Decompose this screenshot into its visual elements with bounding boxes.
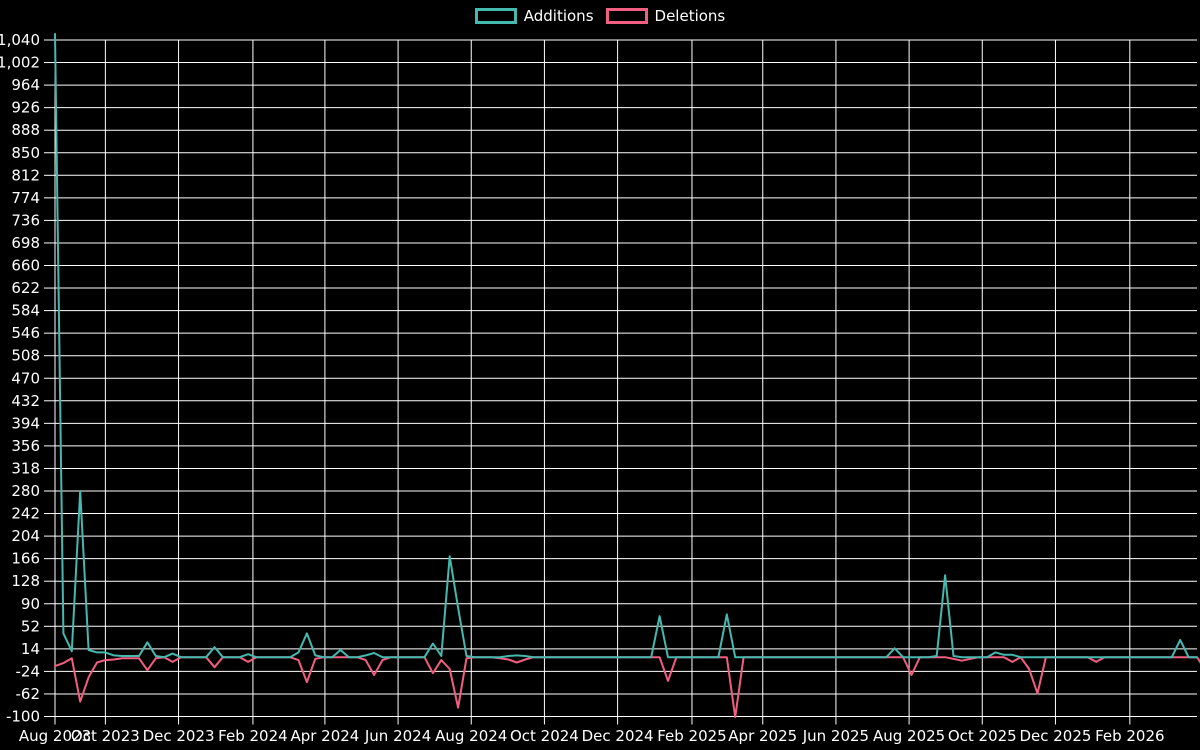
y-axis-label: 394 bbox=[11, 414, 40, 432]
y-axis-label: 584 bbox=[11, 302, 40, 320]
legend-label-deletions: Deletions bbox=[654, 7, 726, 25]
y-axis-label: 964 bbox=[11, 76, 40, 94]
x-axis-label: Dec 2024 bbox=[582, 727, 654, 745]
y-axis-label: -24 bbox=[16, 662, 41, 680]
y-axis-label: 432 bbox=[11, 392, 40, 410]
x-axis-label: Feb 2025 bbox=[657, 727, 727, 745]
axis-tick-marks bbox=[44, 39, 1131, 725]
y-axis-label: 470 bbox=[11, 369, 40, 387]
additions-swatch-icon bbox=[474, 8, 517, 24]
y-axis-label: 166 bbox=[11, 550, 40, 568]
x-axis-label: Aug 2024 bbox=[435, 727, 507, 745]
y-axis-label: 128 bbox=[11, 572, 40, 590]
y-axis-label: 1,002 bbox=[0, 54, 40, 72]
y-axis-label: 356 bbox=[11, 437, 40, 455]
y-axis-label: 736 bbox=[11, 211, 40, 229]
x-axis-label: Oct 2024 bbox=[510, 727, 579, 745]
x-axis-label: Jun 2025 bbox=[802, 727, 869, 745]
y-axis-label: -62 bbox=[16, 685, 41, 703]
y-axis-label: 698 bbox=[11, 234, 40, 252]
y-axis-label: 850 bbox=[11, 144, 40, 162]
x-axis-label: Oct 2025 bbox=[948, 727, 1017, 745]
y-axis-label: 90 bbox=[21, 595, 40, 613]
x-axis-label: Dec 2023 bbox=[143, 727, 215, 745]
x-axis-label: Dec 2025 bbox=[1019, 727, 1091, 745]
y-axis-label: 622 bbox=[11, 279, 40, 297]
legend-item-additions[interactable]: Additions bbox=[474, 7, 594, 25]
chart-legend: Additions Deletions bbox=[0, 7, 1200, 25]
x-axis-label: Oct 2023 bbox=[71, 727, 140, 745]
y-axis-label: 812 bbox=[11, 166, 40, 184]
y-axis-label: 508 bbox=[11, 347, 40, 365]
x-axis-label: Feb 2024 bbox=[218, 727, 288, 745]
y-axis-label: 14 bbox=[21, 640, 40, 658]
x-axis-label: Aug 2023 bbox=[19, 727, 91, 745]
y-axis-label: 1,040 bbox=[0, 31, 40, 49]
y-axis-label: 280 bbox=[11, 482, 40, 500]
x-axis-label: Apr 2024 bbox=[290, 727, 359, 745]
y-axis-label: 546 bbox=[11, 324, 40, 342]
y-axis-label: 318 bbox=[11, 459, 40, 477]
x-axis-label: Feb 2026 bbox=[1095, 727, 1165, 745]
axis-lines bbox=[54, 33, 1197, 717]
additions-line bbox=[54, 33, 1198, 659]
y-axis-label: 888 bbox=[11, 121, 40, 139]
legend-item-deletions[interactable]: Deletions bbox=[605, 7, 726, 25]
y-axis-label: 52 bbox=[21, 617, 40, 635]
y-axis-labels: -100 -62 -24 14 52 90 128 166 204 242 280 318 356 394… bbox=[0, 31, 40, 726]
y-axis-label: -100 bbox=[6, 708, 40, 726]
deletions-swatch-icon bbox=[605, 8, 648, 24]
y-axis-label: 660 bbox=[11, 257, 40, 275]
y-axis-label: 774 bbox=[11, 189, 40, 207]
grid-lines bbox=[54, 39, 1197, 717]
x-axis-label: Jun 2024 bbox=[364, 727, 431, 745]
x-axis-label: Apr 2025 bbox=[728, 727, 797, 745]
y-axis-label: 926 bbox=[11, 99, 40, 117]
deletions-line bbox=[54, 656, 1200, 719]
y-axis-label: 204 bbox=[11, 527, 40, 545]
x-axis-label: Aug 2025 bbox=[873, 727, 945, 745]
legend-label-additions: Additions bbox=[523, 7, 594, 25]
y-axis-label: 242 bbox=[11, 505, 40, 523]
